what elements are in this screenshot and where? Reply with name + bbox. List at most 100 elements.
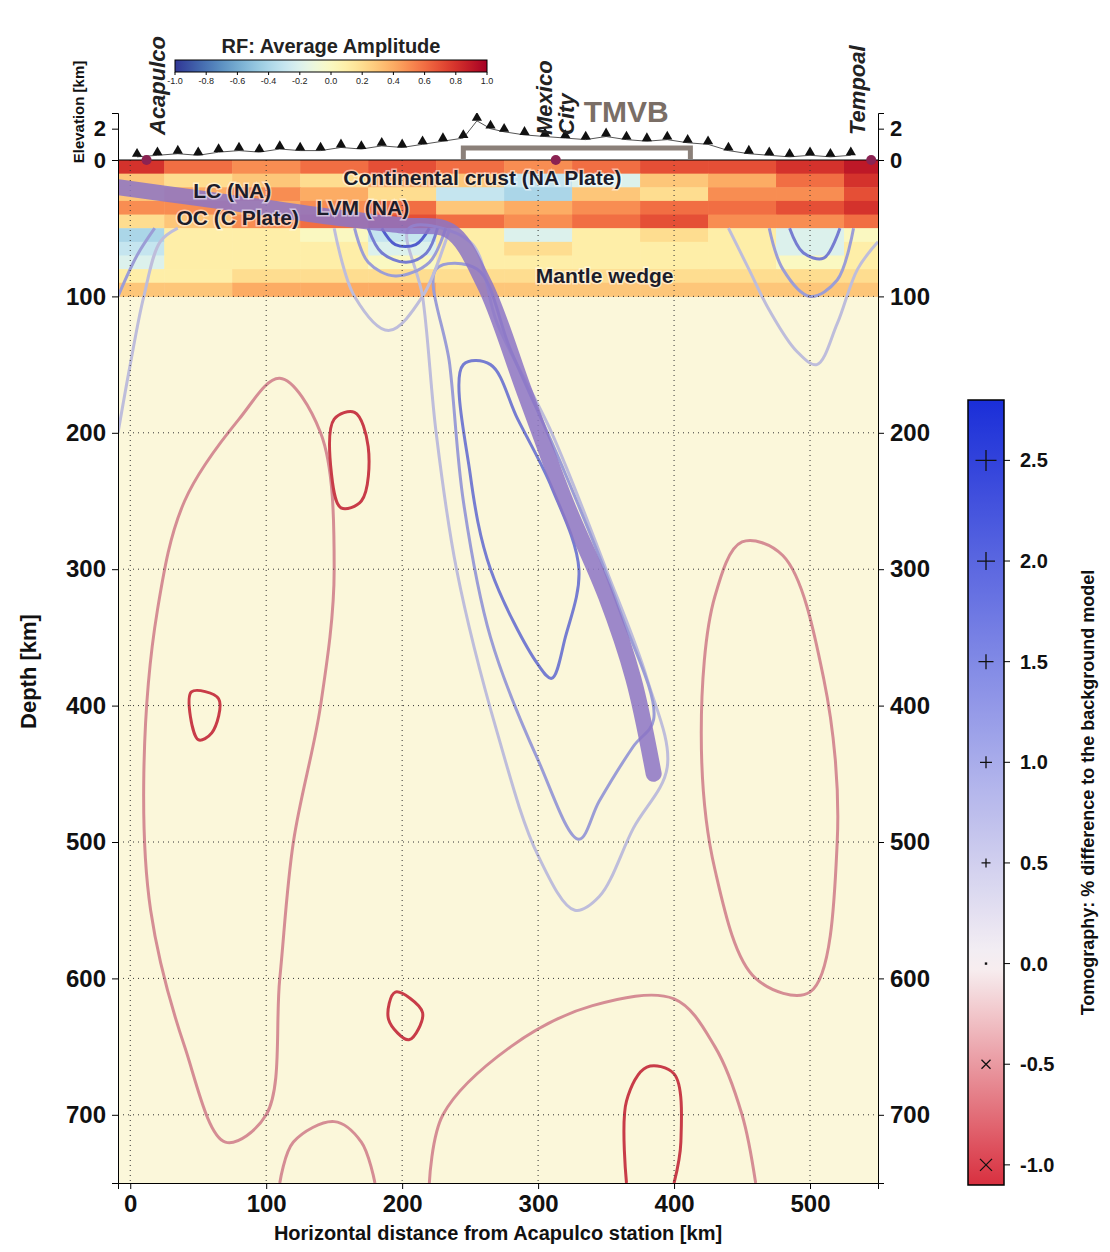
tick-label: 100 xyxy=(247,1190,287,1217)
colorbar-tick xyxy=(393,72,394,75)
tick: 100 xyxy=(247,1183,287,1217)
plot-area xyxy=(118,160,878,1183)
contour xyxy=(330,412,370,509)
colorbar-tick-label: 0.6 xyxy=(418,76,431,86)
frame-top xyxy=(118,160,878,161)
colorbar-symbol xyxy=(982,1060,991,1069)
grid-line xyxy=(118,1114,878,1115)
tick-mark xyxy=(130,1183,131,1189)
tick-mark xyxy=(878,706,884,707)
rf-cell xyxy=(164,255,232,269)
tick: 0 xyxy=(124,1183,137,1217)
station-marker xyxy=(214,143,224,152)
colorbar-tick-label: 0.8 xyxy=(450,76,463,86)
grid-line xyxy=(118,978,878,979)
axis-line xyxy=(112,114,119,161)
tick: 400 xyxy=(655,1183,695,1217)
station-marker xyxy=(642,132,652,141)
colorbar-symbol xyxy=(977,552,995,570)
annotation: OC (C Plate) xyxy=(176,206,299,229)
rf-cell xyxy=(844,228,878,242)
rf-cell xyxy=(232,160,300,174)
rf-cell xyxy=(844,215,878,229)
tick: 500 xyxy=(790,1183,830,1217)
tick-label: 300 xyxy=(66,555,106,582)
contour xyxy=(280,1122,375,1183)
station-marker xyxy=(683,134,693,143)
contour xyxy=(144,378,335,1142)
rf-cell xyxy=(504,187,572,201)
tick-mark xyxy=(878,842,884,843)
grid-line xyxy=(130,160,131,1183)
tick-mark xyxy=(810,1183,811,1189)
tick-mark xyxy=(112,978,118,979)
tick: 400 xyxy=(878,692,930,719)
contour xyxy=(118,228,155,296)
rf-cell xyxy=(844,187,878,201)
colorbar-symbol xyxy=(979,654,994,669)
colorbar-symbol xyxy=(980,1159,992,1171)
colorbar-title: Tomography: % difference to the backgrou… xyxy=(1078,570,1098,1016)
colorbar-tick xyxy=(331,72,332,75)
station-marker xyxy=(254,143,264,152)
rf-cell xyxy=(232,269,300,283)
tick-label: 0 xyxy=(890,148,902,173)
colorbar-tick-label: 0.4 xyxy=(387,76,400,86)
station-marker xyxy=(397,139,407,148)
tick-label: 300 xyxy=(890,555,930,582)
tick-mark xyxy=(112,129,118,130)
station-dot xyxy=(551,155,561,165)
axis: 02 xyxy=(94,114,119,173)
tick-label: 500 xyxy=(66,828,106,855)
station-marker xyxy=(377,137,387,146)
tick-mark xyxy=(878,569,884,570)
axis: 100200300400500600700 xyxy=(878,161,930,1184)
axis-line xyxy=(119,1184,879,1190)
tick: 600 xyxy=(66,965,118,992)
contour xyxy=(334,228,450,330)
tick-label: 600 xyxy=(890,965,930,992)
station-marker xyxy=(234,142,244,151)
rf-cell xyxy=(708,201,776,215)
rf-cell xyxy=(708,187,776,201)
tick: 2 xyxy=(878,116,902,141)
tick: 2 xyxy=(94,116,118,141)
contour xyxy=(355,228,446,276)
station-marker xyxy=(193,146,203,155)
grid-line xyxy=(810,160,811,1183)
station-marker xyxy=(744,145,754,154)
rf-cell xyxy=(572,228,640,242)
grid-line xyxy=(118,569,878,570)
grid-line xyxy=(118,705,878,706)
station-marker xyxy=(621,131,631,140)
rf-cell xyxy=(640,187,708,201)
station-marker xyxy=(499,123,509,132)
annotation: Mantle wedge xyxy=(536,264,674,287)
tick-mark xyxy=(878,978,884,979)
tick-label: 0 xyxy=(124,1190,137,1217)
tick-mark xyxy=(112,160,118,161)
colorbar-tick xyxy=(455,72,456,75)
station-marker xyxy=(472,113,482,121)
colorbar-tick-label: 1.0 xyxy=(481,76,494,86)
rf-cell xyxy=(118,201,165,215)
tick-mark xyxy=(878,129,884,130)
colorbar-symbol xyxy=(980,756,992,768)
grid-line xyxy=(402,160,403,1183)
tick: 0 xyxy=(94,148,118,173)
contour xyxy=(189,691,220,741)
tick: 700 xyxy=(66,1101,118,1128)
station-marker xyxy=(519,126,529,135)
tick: 300 xyxy=(519,1183,559,1217)
station-marker xyxy=(764,146,774,155)
tick-label: 400 xyxy=(66,692,106,719)
tick-label: 700 xyxy=(890,1101,930,1128)
colorbar-tick-label: -0.6 xyxy=(230,76,246,86)
colorbar-tick xyxy=(1004,862,1010,863)
rf-cell xyxy=(844,201,878,215)
station-marker xyxy=(581,131,591,140)
station-marker xyxy=(295,142,305,151)
rf-cell xyxy=(844,269,878,283)
tick-mark xyxy=(538,1183,539,1189)
station-marker xyxy=(152,146,162,155)
